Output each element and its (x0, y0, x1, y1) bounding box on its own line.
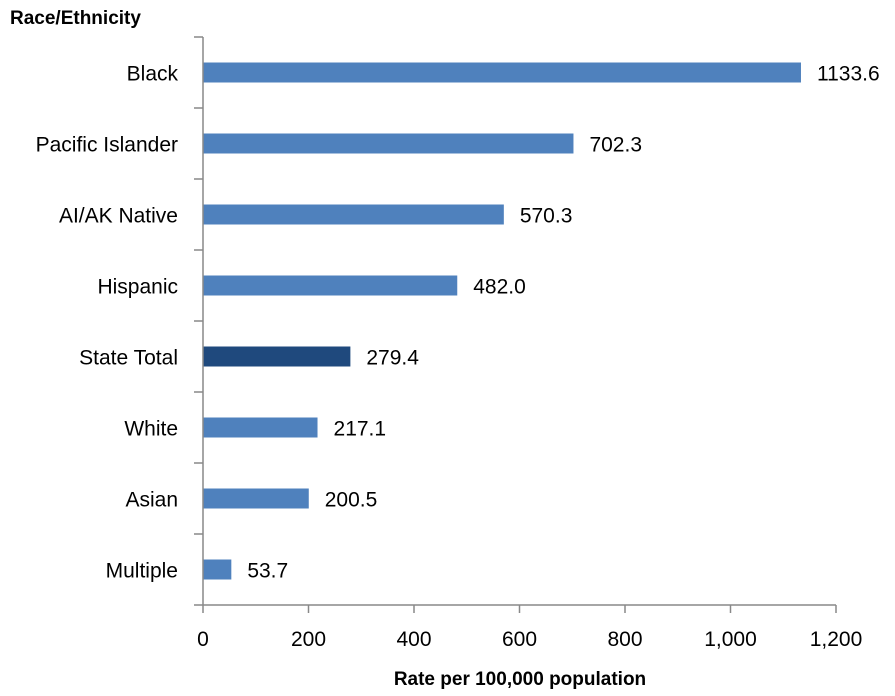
bar-pacific-islander (203, 133, 574, 154)
x-tick-label: 1,200 (810, 628, 863, 651)
bar-asian (203, 488, 309, 509)
data-label: 200.5 (325, 489, 378, 512)
data-labels: 1133.6 702.3 570.3 482.0 279.4 217.1 200.5 53.7 (247, 63, 879, 583)
bar-state-total (203, 346, 351, 367)
bar-hispanic (203, 275, 458, 296)
category-label: Black (127, 63, 179, 86)
data-label: 570.3 (520, 205, 573, 228)
data-label: 702.3 (589, 134, 642, 157)
category-label: Multiple (106, 560, 178, 583)
x-tick-label: 1,000 (704, 628, 757, 651)
x-axis-title: Rate per 100,000 population (394, 669, 646, 690)
x-tick-label: 600 (502, 628, 537, 651)
x-tick-label: 400 (396, 628, 431, 651)
y-axis-title: Race/Ethnicity (10, 8, 141, 29)
category-label: White (124, 418, 178, 441)
bars-group (203, 62, 801, 580)
bar-ai-ak-native (203, 204, 504, 225)
axes (194, 36, 836, 606)
category-label: State Total (79, 347, 178, 370)
data-label: 217.1 (334, 418, 387, 441)
bar-multiple (203, 559, 232, 580)
data-label: 1133.6 (817, 63, 880, 86)
x-tick-label: 200 (291, 628, 326, 651)
bar-white (203, 417, 318, 438)
data-label: 279.4 (366, 347, 419, 370)
x-tick-label: 800 (607, 628, 642, 651)
x-ticks: 0 200 400 600 800 1,000 1,200 (197, 605, 862, 651)
data-label: 53.7 (247, 560, 288, 583)
category-label: Asian (125, 489, 178, 512)
category-labels: Black Pacific Islander AI/AK Native Hispani… (36, 63, 179, 583)
category-label: AI/AK Native (59, 205, 178, 228)
category-label: Hispanic (97, 276, 178, 299)
data-label: 482.0 (473, 276, 526, 299)
bar-black (203, 62, 801, 83)
category-label: Pacific Islander (36, 134, 178, 157)
x-tick-label: 0 (197, 628, 209, 651)
